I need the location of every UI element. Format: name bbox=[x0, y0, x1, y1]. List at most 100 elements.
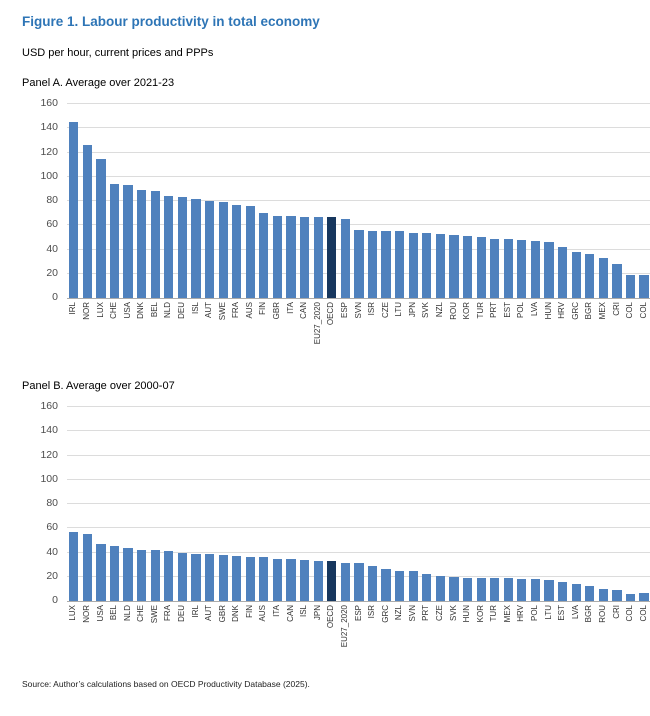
figure-title: Figure 1. Labour productivity in total e… bbox=[22, 14, 320, 29]
bar-slot bbox=[257, 104, 271, 298]
bar-slot bbox=[393, 104, 407, 298]
bar-cri bbox=[612, 590, 622, 601]
gridline: 100 bbox=[40, 170, 650, 182]
x-tick-label: GBR bbox=[272, 302, 282, 320]
bar-cri bbox=[612, 264, 622, 298]
bar-isl bbox=[191, 198, 201, 298]
bar-pol bbox=[517, 239, 527, 298]
x-tick-label: POL bbox=[516, 302, 526, 319]
bar-kor bbox=[462, 236, 473, 298]
bar-nzl bbox=[435, 233, 445, 298]
bar-slot bbox=[148, 407, 162, 601]
gridline: 140 bbox=[40, 121, 650, 133]
bar-gbr bbox=[272, 215, 283, 298]
x-tick-label: OECD bbox=[326, 302, 336, 326]
bar-nld bbox=[123, 547, 133, 601]
x-tick-label: LUX bbox=[68, 605, 78, 621]
bar-cze bbox=[381, 231, 391, 298]
y-tick-label: 60 bbox=[46, 521, 58, 534]
x-tick-label: HUN bbox=[462, 605, 472, 623]
x-tick-label: ROU bbox=[597, 605, 607, 623]
bar-slot bbox=[189, 407, 203, 601]
x-tick-label: SWE bbox=[217, 302, 227, 321]
panel-a-title: Panel A. Average over 2021-23 bbox=[22, 77, 175, 89]
bar-slot bbox=[393, 407, 407, 601]
gridline: 100 bbox=[40, 473, 650, 485]
bar-slot bbox=[271, 104, 285, 298]
bar-usa bbox=[123, 185, 133, 298]
panel-a-chart: 0 20 40 60 80 100 120 140 160 IRL NOR LUX CHE USA DNK… bbox=[40, 97, 650, 362]
bar-slot bbox=[257, 407, 271, 601]
x-tick-label: AUS bbox=[258, 605, 268, 622]
bar-slot bbox=[176, 407, 190, 601]
bar-slot bbox=[94, 104, 108, 298]
bar-grc bbox=[571, 251, 581, 298]
bar-prt bbox=[490, 238, 500, 298]
bar-slot bbox=[135, 407, 149, 601]
bar-slot bbox=[637, 407, 650, 601]
bar-slot bbox=[352, 104, 366, 298]
bar-slot bbox=[597, 407, 611, 601]
y-tick-label: 80 bbox=[46, 497, 58, 509]
bar-slot bbox=[488, 407, 502, 601]
bar-isr bbox=[367, 231, 378, 298]
bar-slot bbox=[311, 407, 325, 601]
x-tick-label: COL bbox=[638, 605, 648, 622]
bar-ita bbox=[272, 558, 283, 601]
bar-isr bbox=[367, 565, 378, 601]
bar-tur bbox=[476, 237, 486, 298]
bar-slot bbox=[339, 407, 353, 601]
x-tick-label: GBR bbox=[217, 605, 227, 623]
x-tick-label: SVK bbox=[421, 302, 431, 319]
bar-fra bbox=[232, 204, 242, 298]
bar-lva bbox=[530, 241, 541, 298]
x-tick-label: CRI bbox=[611, 302, 621, 316]
bar-hrv bbox=[517, 579, 527, 601]
bar-slot bbox=[81, 104, 95, 298]
bar-fin bbox=[259, 213, 269, 298]
x-tick-label: FIN bbox=[258, 302, 268, 315]
bar-slot bbox=[135, 104, 149, 298]
x-tick-label: SVK bbox=[448, 605, 458, 622]
bar-slot bbox=[325, 104, 339, 298]
x-tick-label: SWE bbox=[149, 605, 159, 624]
bar-slot bbox=[420, 104, 434, 298]
bar-slot bbox=[244, 407, 258, 601]
x-tick-label: BGR bbox=[584, 605, 594, 623]
bar-slot bbox=[569, 407, 583, 601]
bar-slot bbox=[216, 104, 230, 298]
bar-kor bbox=[476, 577, 486, 601]
x-tick-label: POL bbox=[530, 605, 540, 622]
bar-slot bbox=[339, 104, 353, 298]
gridline: 120 bbox=[40, 449, 650, 461]
bar-slot bbox=[529, 104, 543, 298]
x-tick-label: ITA bbox=[285, 302, 295, 314]
x-tick-label: CZE bbox=[380, 302, 390, 318]
bar-lux bbox=[69, 531, 79, 601]
x-tick-label: OECD bbox=[326, 605, 336, 629]
bar-nld bbox=[164, 196, 174, 298]
x-tick-label: NOR bbox=[81, 605, 91, 623]
bar-aut bbox=[204, 201, 215, 298]
bar-slot bbox=[406, 104, 420, 298]
bar-cze bbox=[435, 575, 445, 601]
bar-dnk bbox=[137, 190, 147, 298]
x-tick-label: ROU bbox=[448, 302, 458, 320]
bar-slot bbox=[284, 104, 298, 298]
bar-isl bbox=[300, 559, 310, 601]
bar-slot bbox=[94, 407, 108, 601]
bar-mex bbox=[598, 258, 608, 298]
x-tick-label: BEL bbox=[109, 605, 119, 621]
bar-gbr bbox=[218, 554, 228, 601]
bar-slot bbox=[583, 407, 597, 601]
x-tick-label: SVN bbox=[407, 605, 417, 622]
x-tick-label: LVA bbox=[530, 302, 540, 316]
bar-slot bbox=[271, 407, 285, 601]
bar-slot bbox=[542, 407, 556, 601]
bar-prt bbox=[422, 574, 432, 601]
x-tick-label: DEU bbox=[177, 302, 187, 319]
bar-deu bbox=[177, 197, 188, 298]
bar-ltu bbox=[544, 580, 554, 601]
bar-svk bbox=[422, 232, 432, 298]
x-tick-label: COL bbox=[638, 302, 648, 319]
